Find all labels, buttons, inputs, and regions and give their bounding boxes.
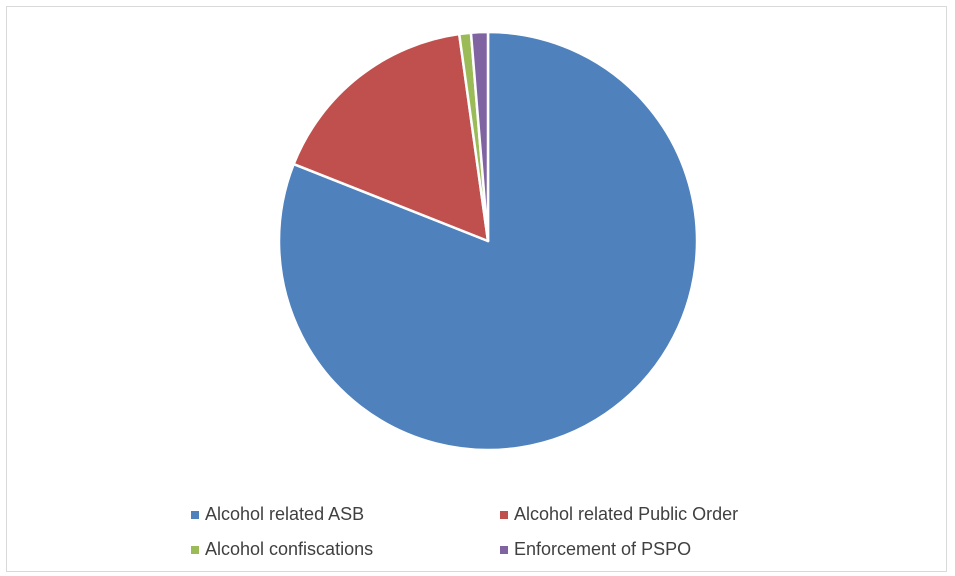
legend-swatch-public-order — [500, 510, 508, 519]
legend-label-confiscations: Alcohol confiscations — [205, 539, 374, 559]
legend-item-confiscations: Alcohol confiscations — [191, 539, 373, 560]
pie-slice-enforcement-of-pspo — [469, 30, 490, 243]
legend-swatch-confiscations — [191, 545, 199, 554]
legend-label-asb: Alcohol related ASB — [205, 504, 365, 524]
chart-area: Alcohol related ASB Alcohol related Publ… — [6, 6, 947, 572]
pie-chart — [277, 30, 699, 452]
legend-label-public-order: Alcohol related Public Order — [514, 504, 739, 524]
pie-slice-alcohol-related-public-order — [292, 32, 490, 243]
legend-label-pspo: Enforcement of PSPO — [514, 539, 692, 559]
legend-item-pspo: Enforcement of PSPO — [500, 539, 691, 560]
pie-slices — [277, 30, 699, 452]
legend-swatch-asb — [191, 510, 199, 519]
legend-item-asb: Alcohol related ASB — [191, 504, 364, 525]
legend-swatch-pspo — [500, 545, 508, 554]
legend-item-public-order: Alcohol related Public Order — [500, 504, 738, 525]
